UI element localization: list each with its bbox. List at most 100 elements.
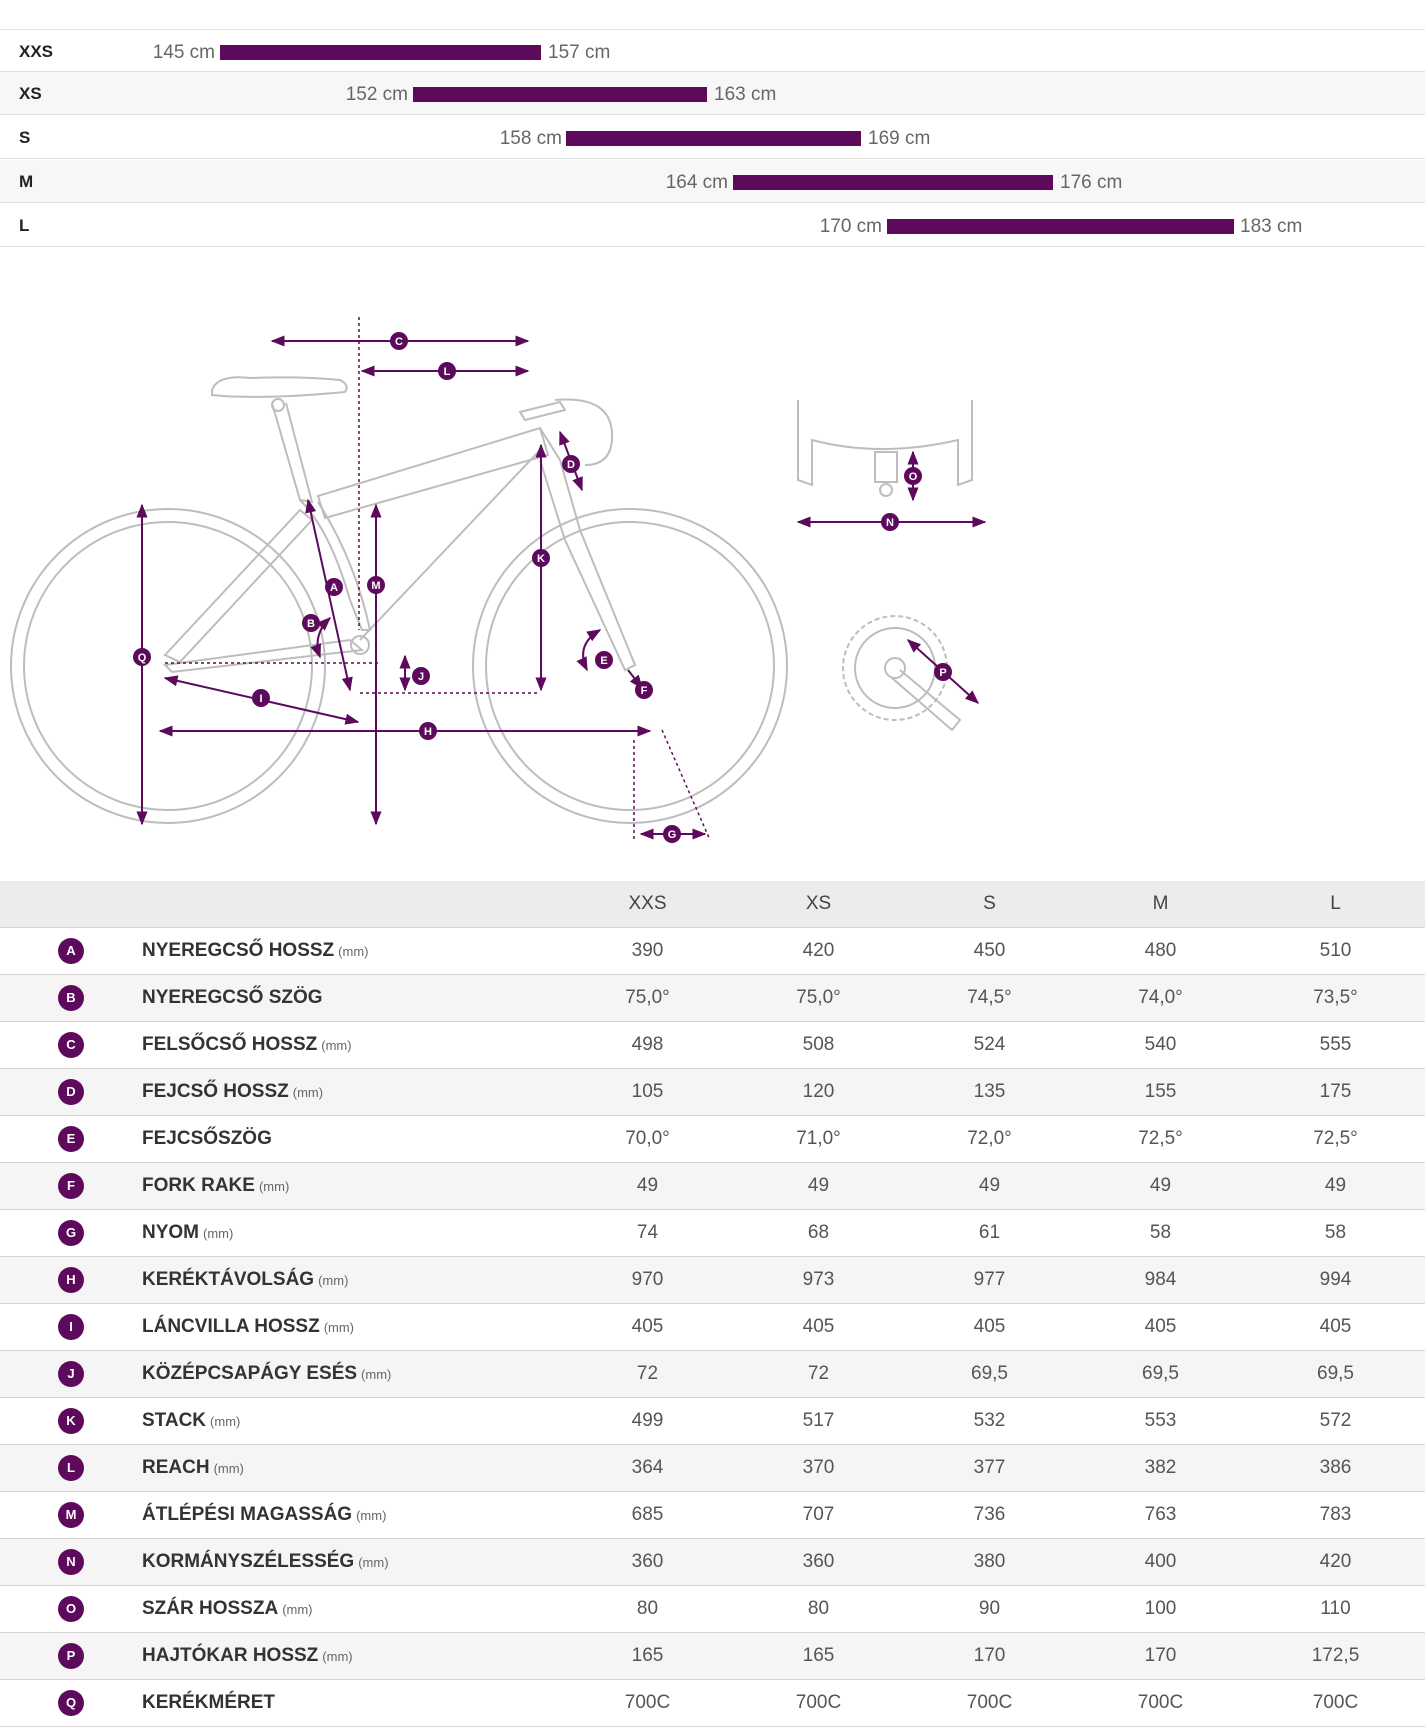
measure-name: NYEREGCSŐ SZÖG: [142, 987, 323, 1008]
table-cell: 970: [562, 1256, 733, 1304]
measure-name: SZÁR HOSSZA: [142, 1598, 279, 1619]
measure-name: STACK: [142, 1410, 207, 1431]
table-row: L REACH (mm) 364 370 377 382 386: [0, 1444, 1425, 1492]
marker-badge: M: [58, 1502, 84, 1528]
table-cell: 405: [904, 1303, 1075, 1351]
range-max-label: 157 cm: [548, 42, 611, 63]
measure-name: HAJTÓKAR HOSSZ: [142, 1645, 319, 1666]
table-cell: 499: [562, 1397, 733, 1445]
table-cell: 74,0°: [1075, 974, 1246, 1022]
table-cell: 700C: [904, 1679, 1075, 1727]
size-row-xxs: XXS 145 cm 157 cm: [0, 29, 1425, 72]
table-row: N KORMÁNYSZÉLESSÉG (mm) 360 360 380 400 4…: [0, 1538, 1425, 1586]
measure-name: KORMÁNYSZÉLESSÉG: [142, 1551, 355, 1572]
height-range-bar: [887, 219, 1234, 234]
table-cell: 72,0°: [904, 1115, 1075, 1163]
column-header: L: [1246, 881, 1425, 928]
bike-geometry-svg: A B C D E F G H I J K L M N O P Q: [10, 317, 987, 843]
table-cell: 700C: [1246, 1679, 1425, 1727]
marker-badge: D: [58, 1079, 84, 1105]
table-header-row: XXS XS S M L: [0, 881, 1425, 928]
marker-badge: O: [58, 1596, 84, 1622]
table-cell: 71,0°: [733, 1115, 904, 1163]
height-range-bar: [413, 87, 707, 102]
column-header: S: [904, 881, 1075, 928]
table-row: K STACK (mm) 499 517 532 553 572: [0, 1397, 1425, 1445]
marker-h: H: [419, 722, 437, 740]
size-label: XXS: [19, 42, 54, 61]
table-cell: 72: [562, 1350, 733, 1398]
measure-unit: (mm): [323, 1320, 355, 1335]
marker-badge: N: [58, 1549, 84, 1575]
column-header: M: [1075, 881, 1246, 928]
table-cell: 165: [562, 1632, 733, 1680]
marker-m-label: M: [371, 580, 380, 592]
table-row: C FELSŐCSŐ HOSSZ (mm) 498 508 524 540 555: [0, 1021, 1425, 1069]
marker-p: P: [934, 663, 952, 681]
table-cell: 420: [733, 927, 904, 975]
marker-i: I: [252, 689, 270, 707]
dimension-markers: A B C D E F G H I J K L M N O P Q: [133, 332, 952, 843]
table-cell: 736: [904, 1491, 1075, 1539]
table-cell: 377: [904, 1444, 1075, 1492]
dimension-lines: [136, 335, 987, 840]
marker-badge: C: [58, 1032, 84, 1058]
range-max-label: 183 cm: [1240, 216, 1303, 237]
marker-e-label: E: [600, 655, 607, 667]
table-cell: 405: [562, 1303, 733, 1351]
table-cell: 58: [1075, 1209, 1246, 1257]
size-label: XS: [19, 84, 42, 103]
table-cell: 165: [733, 1632, 904, 1680]
table-row: I LÁNCVILLA HOSSZ (mm) 405 405 405 405 40…: [0, 1303, 1425, 1351]
marker-o: O: [904, 467, 922, 485]
measure-unit: (mm): [213, 1461, 244, 1476]
marker-j-label: J: [418, 671, 424, 683]
size-label: S: [19, 128, 31, 147]
measure-unit: (mm): [358, 1555, 389, 1570]
range-max-label: 176 cm: [1060, 172, 1123, 193]
table-row: M ÁTLÉPÉSI MAGASSÁG (mm) 685 707 736 763 …: [0, 1491, 1425, 1539]
table-cell: 68: [733, 1209, 904, 1257]
size-row-m: M 164 cm 176 cm: [0, 160, 1425, 203]
table-cell: 110: [1246, 1585, 1425, 1633]
marker-badge: A: [58, 938, 84, 964]
table-cell: 49: [562, 1162, 733, 1210]
measure-name: FELSŐCSŐ HOSSZ: [142, 1034, 318, 1055]
table-cell: 380: [904, 1538, 1075, 1586]
table-cell: 80: [562, 1585, 733, 1633]
marker-badge: F: [58, 1173, 84, 1199]
table-row: O SZÁR HOSSZA (mm) 80 80 90 100 110: [0, 1585, 1425, 1633]
table-row: P HAJTÓKAR HOSSZ (mm) 165 165 170 170 172…: [0, 1632, 1425, 1680]
marker-i-label: I: [259, 693, 262, 705]
table-cell: 553: [1075, 1397, 1246, 1445]
marker-badge: Q: [58, 1690, 84, 1716]
table-cell: 540: [1075, 1021, 1246, 1069]
table-cell: 105: [562, 1068, 733, 1116]
geometry-diagram: A B C D E F G H I J K L M N O P Q: [0, 300, 1425, 860]
range-min-label: 170 cm: [819, 216, 882, 237]
marker-badge: J: [58, 1361, 84, 1387]
height-range-bar: [733, 175, 1053, 190]
range-max-label: 169 cm: [868, 128, 931, 149]
range-min-label: 164 cm: [665, 172, 728, 193]
table-row: Q KERÉKMÉRET 700C 700C 700C 700C 700C: [0, 1679, 1425, 1727]
marker-c: C: [390, 332, 408, 350]
table-cell: 517: [733, 1397, 904, 1445]
table-cell: 72,5°: [1075, 1115, 1246, 1163]
handlebar-front-view: [797, 400, 973, 497]
table-cell: 555: [1246, 1021, 1425, 1069]
measure-name: FORK RAKE: [142, 1175, 255, 1196]
table-cell: 984: [1075, 1256, 1246, 1304]
table-cell: 405: [1075, 1303, 1246, 1351]
marker-badge: B: [58, 985, 84, 1011]
table-cell: 572: [1246, 1397, 1425, 1445]
table-row: B NYEREGCSŐ SZÖG 75,0° 75,0° 74,5° 74,0°…: [0, 974, 1425, 1022]
table-cell: 90: [904, 1585, 1075, 1633]
table-cell: 100: [1075, 1585, 1246, 1633]
table-row: J KÖZÉPCSAPÁGY ESÉS (mm) 72 72 69,5 69,5 …: [0, 1350, 1425, 1398]
measure-unit: (mm): [361, 1367, 392, 1382]
marker-d: D: [562, 455, 580, 473]
marker-badge: P: [58, 1643, 84, 1669]
measure-name: LÁNCVILLA HOSSZ: [142, 1316, 320, 1337]
marker-h-label: H: [424, 726, 432, 738]
